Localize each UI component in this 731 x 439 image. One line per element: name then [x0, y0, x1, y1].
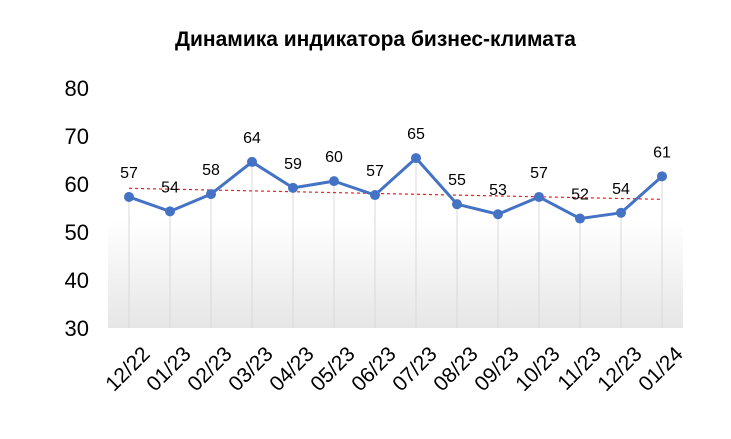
data-point	[247, 156, 257, 167]
y-tick-label: 50	[65, 220, 89, 245]
x-tick-label: 12/22	[101, 342, 154, 395]
data-label: 53	[489, 182, 507, 199]
x-tick-label: 05/23	[306, 342, 359, 395]
x-tick-label: 11/23	[553, 342, 605, 394]
data-label: 60	[325, 149, 343, 166]
data-label: 54	[161, 179, 179, 196]
x-tick-label: 02/23	[183, 342, 236, 395]
data-point	[534, 191, 544, 202]
data-label: 55	[448, 172, 466, 189]
data-point	[165, 206, 175, 217]
x-tick-label: 06/23	[347, 342, 400, 395]
x-axis-ticks: 12/2201/2302/2303/2304/2305/2306/2307/23…	[101, 342, 688, 396]
trendline-layer	[128, 187, 663, 200]
trendline	[128, 187, 663, 200]
y-tick-label: 40	[65, 268, 89, 293]
data-label: 57	[366, 163, 384, 180]
data-point	[657, 171, 667, 182]
y-tick-label: 30	[65, 316, 89, 341]
x-tick-label: 01/23	[142, 342, 195, 395]
x-tick-label: 08/23	[429, 342, 482, 395]
data-point	[411, 153, 421, 164]
data-point	[452, 199, 462, 210]
series-line	[128, 156, 663, 221]
x-tick-label: 10/23	[511, 342, 564, 395]
x-tick-label: 03/23	[224, 342, 277, 395]
chart-title: Динамика индикатора бизнес-климата	[175, 28, 576, 51]
data-point	[329, 176, 339, 187]
data-point	[493, 209, 503, 220]
series-layer	[124, 153, 667, 224]
data-point	[370, 190, 380, 201]
data-point	[206, 189, 216, 200]
y-axis-ticks: 30 40 50 60 70 80	[65, 76, 89, 341]
data-label: 59	[284, 156, 302, 173]
y-tick-label: 70	[65, 124, 89, 149]
data-label: 57	[120, 165, 138, 182]
data-point	[616, 207, 626, 218]
data-label: 58	[202, 162, 220, 179]
data-point	[288, 182, 298, 193]
data-label: 61	[653, 144, 671, 161]
drop-lines	[128, 158, 663, 328]
y-tick-label: 60	[65, 172, 89, 197]
x-tick-label: 12/23	[593, 342, 646, 395]
data-point	[124, 191, 134, 202]
data-label: 57	[530, 165, 548, 182]
data-label: 54	[612, 181, 630, 198]
data-label: 65	[407, 126, 425, 143]
data-labels: 57 54 58 64 59 60 57 65 55 53 57 52 54 61	[120, 126, 671, 203]
y-tick-label: 80	[65, 76, 89, 101]
plot-area-background	[108, 88, 683, 328]
x-tick-label: 04/23	[265, 342, 318, 395]
x-tick-label: 09/23	[470, 342, 523, 395]
data-point	[575, 213, 585, 224]
x-tick-label: 01/24	[634, 342, 688, 396]
data-label: 64	[243, 130, 261, 147]
x-tick-label: 07/23	[388, 342, 441, 395]
data-label: 52	[571, 187, 589, 204]
